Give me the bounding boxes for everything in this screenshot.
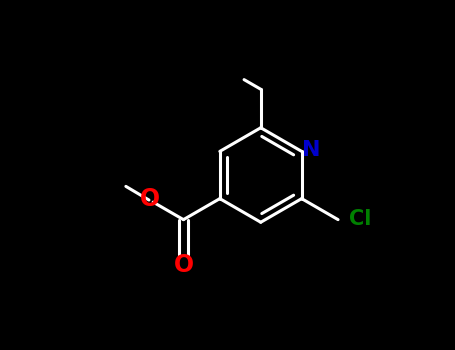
Text: O: O xyxy=(140,187,160,211)
Text: N: N xyxy=(302,140,320,160)
Text: O: O xyxy=(173,253,193,277)
Text: Cl: Cl xyxy=(349,209,371,229)
